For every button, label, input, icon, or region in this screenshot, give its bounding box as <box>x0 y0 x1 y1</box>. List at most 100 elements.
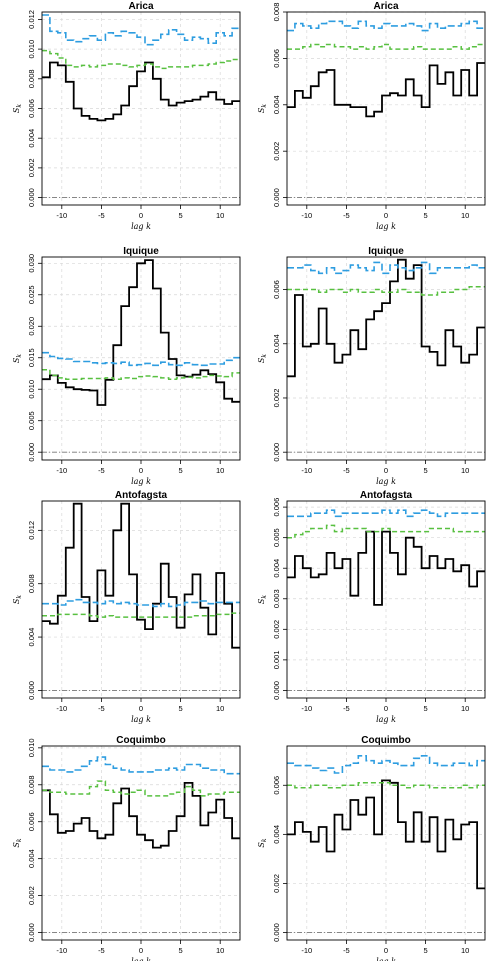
x-tick-label: -5 <box>98 704 105 713</box>
grid <box>42 12 240 205</box>
y-tick-label: 0.004 <box>27 849 36 868</box>
y-tick-label: 0.004 <box>27 628 36 647</box>
series-line-upper-90 <box>287 286 485 296</box>
y-tick-label: 0.008 <box>27 69 36 88</box>
y-tick-label: 0.015 <box>27 348 36 367</box>
y-axis-label: Sk <box>257 104 268 113</box>
y-tick-label: 0.000 <box>272 923 281 942</box>
series-line-upper-90 <box>287 43 485 50</box>
x-tick-label: 5 <box>179 211 183 220</box>
series-line-upper-95 <box>287 20 485 32</box>
chart-panel-1: -10 -5 0 5 10 0.000 0.002 0.004 0.006 0.008 0.010 0… <box>12 1 241 231</box>
x-tick-label: -10 <box>301 211 312 220</box>
y-tick-label: 0.000 <box>27 923 36 942</box>
grid <box>42 746 240 940</box>
x-tick-label: 5 <box>179 704 183 713</box>
grid <box>287 746 485 940</box>
panel-title: Arica <box>373 1 398 12</box>
x-tick-label: -10 <box>56 946 67 955</box>
grid <box>287 501 485 698</box>
grid <box>42 501 240 698</box>
chart-panel-4: -10 -5 0 5 10 0.000 0.002 0.004 0.006 Iquique lag … <box>257 246 486 486</box>
y-tick-label: 0.008 <box>27 775 36 794</box>
series-line-observed <box>287 258 485 378</box>
y-tick-label: 0.002 <box>272 389 281 408</box>
x-tick-label: 0 <box>384 704 388 713</box>
x-tick-label: -5 <box>98 946 105 955</box>
series-line-upper-95 <box>42 598 240 608</box>
x-tick-label: 0 <box>384 946 388 955</box>
series-line-observed <box>287 62 485 118</box>
chart-panel-2: -10 -5 0 5 10 0.000 0.002 0.004 0.006 0.008 Arica l… <box>257 1 486 231</box>
x-tick-label: 10 <box>216 211 224 220</box>
y-tick-label: 0.000 <box>272 188 281 207</box>
y-tick-label: 0.025 <box>27 285 36 304</box>
y-tick-label: 0.000 <box>272 443 281 462</box>
x-tick-label: 0 <box>139 704 143 713</box>
y-tick-label: 0.012 <box>27 10 36 29</box>
y-tick-label: 0.004 <box>27 129 36 148</box>
y-tick-label: 0.004 <box>272 334 281 353</box>
series-line-upper-95 <box>287 261 485 275</box>
chart-panel-7: -10 -5 0 5 10 0.000 0.002 0.004 0.006 0.008 0.010 C… <box>12 735 241 961</box>
x-axis-label: lag k <box>131 715 151 724</box>
panel-title: Arica <box>128 1 153 12</box>
x-tick-label: 5 <box>424 211 428 220</box>
y-tick-label: 0.001 <box>272 650 281 669</box>
series-line-upper-90 <box>287 782 485 789</box>
y-axis-label: Sk <box>12 104 23 113</box>
y-axis-label: Sk <box>257 838 268 847</box>
y-tick-label: 0.002 <box>272 142 281 161</box>
y-tick-label: 0.004 <box>272 825 281 844</box>
grid <box>287 11 485 205</box>
series-line-observed <box>42 259 240 406</box>
y-tick-label: 0.020 <box>27 317 36 336</box>
y-tick-label: 0.008 <box>272 3 281 22</box>
y-tick-label: 0.010 <box>27 40 36 59</box>
y-tick-label: 0.006 <box>272 498 281 517</box>
series-line-upper-90 <box>287 524 485 539</box>
chart-panel-3: -10 -5 0 5 10 0.000 0.005 0.010 0.015 0.020 0.025 0… <box>12 246 241 486</box>
y-tick-label: 0.010 <box>27 380 36 399</box>
x-tick-label: 5 <box>424 466 428 475</box>
y-tick-label: 0.000 <box>27 188 36 207</box>
x-axis-label: lag k <box>131 222 151 231</box>
y-tick-label: 0.000 <box>27 681 36 700</box>
x-tick-label: -10 <box>301 466 312 475</box>
y-tick-label: 0.003 <box>272 589 281 608</box>
panel-title: Iquique <box>123 246 159 257</box>
series-line-observed <box>42 782 240 849</box>
y-tick-label: 0.002 <box>27 886 36 905</box>
x-tick-label: 5 <box>424 704 428 713</box>
x-axis-label: lag k <box>376 715 396 724</box>
x-tick-label: 0 <box>139 466 143 475</box>
chart-panel-5: -10 -5 0 5 10 0.000 0.004 0.008 0.012 Antofagsta l… <box>12 490 241 724</box>
x-tick-label: 10 <box>461 466 469 475</box>
chart-panel-6: -10 -5 0 5 10 0.000 0.001 0.002 0.003 0.004 0.005 0… <box>257 490 486 724</box>
x-tick-label: 5 <box>424 946 428 955</box>
x-tick-label: 0 <box>384 466 388 475</box>
y-axis-label: Sk <box>12 838 23 847</box>
x-tick-label: -10 <box>56 211 67 220</box>
y-tick-label: 0.002 <box>272 874 281 893</box>
series-line-observed <box>287 779 485 890</box>
y-axis-label: Sk <box>257 354 268 363</box>
series-line-upper-90 <box>42 49 240 70</box>
x-tick-label: -5 <box>98 466 105 475</box>
y-tick-label: 0.012 <box>27 521 36 540</box>
x-tick-label: -10 <box>301 704 312 713</box>
x-axis-label: lag k <box>131 477 151 486</box>
panel-title: Coquimbo <box>116 735 165 746</box>
series-line-observed <box>287 530 485 606</box>
x-axis-label: lag k <box>131 957 151 961</box>
x-tick-label: 5 <box>179 946 183 955</box>
x-axis-label: lag k <box>376 957 396 961</box>
x-tick-label: -10 <box>56 704 67 713</box>
x-tick-label: 10 <box>216 704 224 713</box>
panel-title: Antofagsta <box>360 490 413 501</box>
x-tick-label: -10 <box>301 946 312 955</box>
y-tick-label: 0.006 <box>272 280 281 299</box>
y-tick-label: 0.030 <box>27 254 36 273</box>
series-line-upper-95 <box>42 351 240 367</box>
